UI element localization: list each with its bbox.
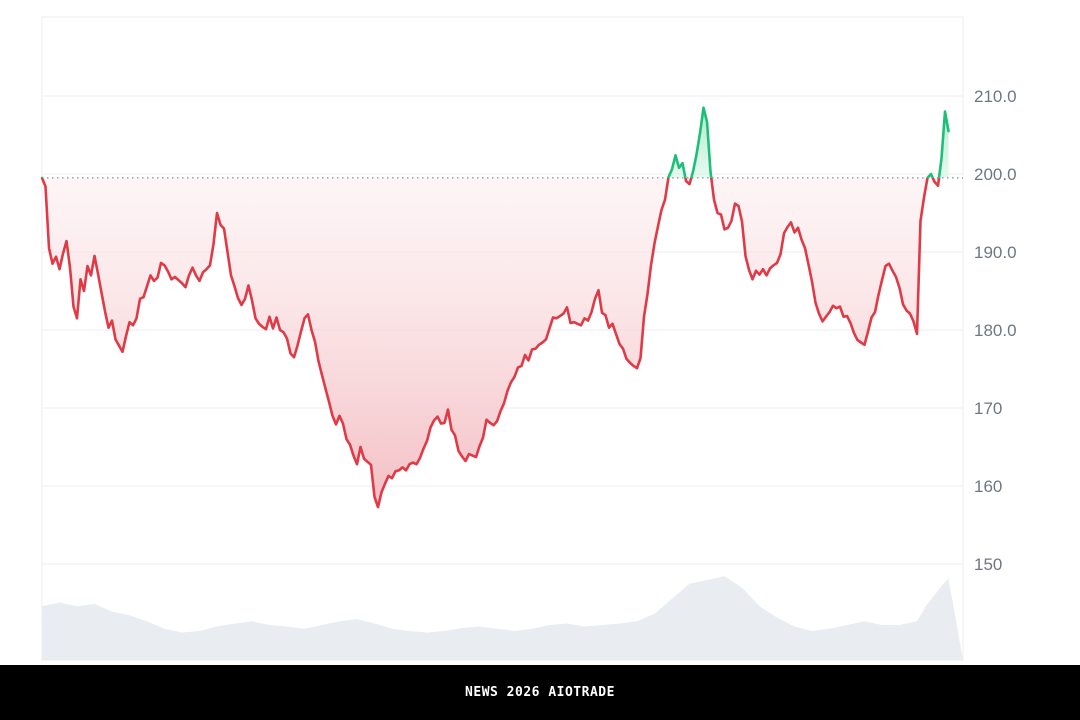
y-tick-label: 200.0 [974,165,1017,184]
price-chart: 150 160 170 180.0 190.0 200.0 210.0 [40,16,1017,661]
fill-above-baseline [668,107,949,178]
y-tick-label: 180.0 [974,321,1017,340]
volume-area [42,576,963,660]
footer-bar: NEWS 2026 AIOTRADE [0,665,1080,720]
y-tick-label: 160 [974,477,1002,496]
fill-below-baseline [42,177,949,508]
footer-text: NEWS 2026 AIOTRADE [465,685,615,700]
y-tick-label: 190.0 [974,243,1017,262]
y-tick-label: 170 [974,399,1002,418]
y-tick-label: 210.0 [974,87,1017,106]
price-line-below-baseline [40,177,941,509]
y-axis-ticks: 150 160 170 180.0 190.0 200.0 210.0 [974,87,1017,574]
y-tick-label: 150 [974,555,1002,574]
